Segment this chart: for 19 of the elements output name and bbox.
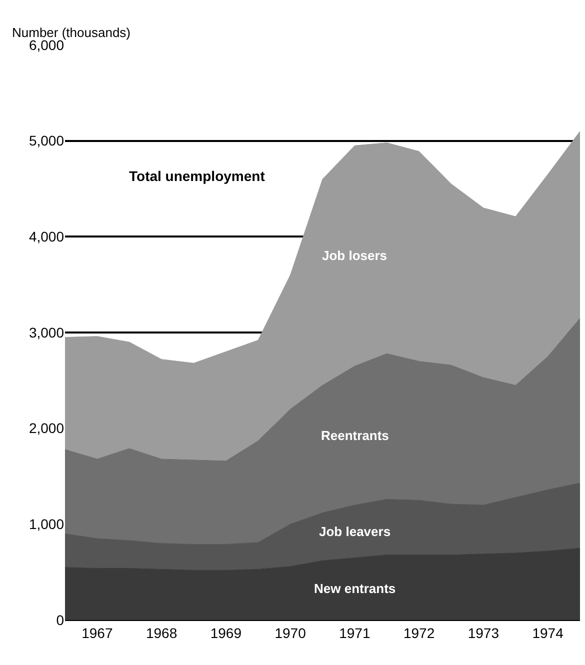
x-tick-label: 1970 (274, 624, 306, 641)
x-tick-label: 1969 (210, 624, 242, 641)
y-tick-label: 2,000 (28, 420, 64, 436)
x-tick-label: 1973 (468, 624, 500, 641)
y-tick-label: 3,000 (28, 324, 64, 340)
series-label: Reentrants (321, 428, 389, 443)
series-label: New entrants (314, 581, 396, 596)
x-tick-label: 1967 (82, 624, 113, 641)
y-tick-label: 0 (56, 612, 64, 628)
series-label: Job leavers (319, 524, 391, 539)
y-tick-label: 4,000 (28, 228, 64, 245)
x-tick-label: 1971 (339, 624, 370, 641)
x-tick-label: 1972 (403, 624, 435, 641)
x-tick-label: 1974 (532, 624, 564, 641)
y-tick-label: 5,000 (28, 132, 64, 149)
series-label: Job losers (322, 248, 388, 263)
x-tick-label: 1968 (146, 624, 178, 641)
annotation: Total unemployment (129, 168, 266, 184)
y-tick-label: 1,000 (28, 516, 64, 532)
